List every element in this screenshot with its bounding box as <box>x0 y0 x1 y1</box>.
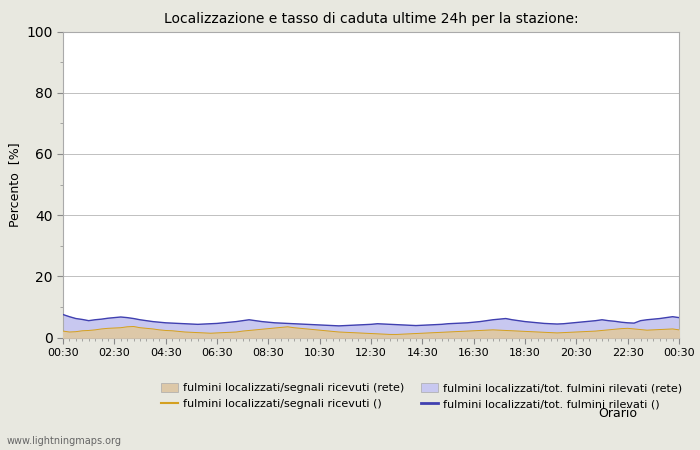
Text: Orario: Orario <box>598 407 637 420</box>
Legend: fulmini localizzati/segnali ricevuti (rete), fulmini localizzati/segnali ricevut: fulmini localizzati/segnali ricevuti (re… <box>161 383 682 410</box>
Title: Localizzazione e tasso di caduta ultime 24h per la stazione:: Localizzazione e tasso di caduta ultime … <box>164 12 578 26</box>
Y-axis label: Percento  [%]: Percento [%] <box>8 142 21 227</box>
Text: www.lightningmaps.org: www.lightningmaps.org <box>7 436 122 446</box>
